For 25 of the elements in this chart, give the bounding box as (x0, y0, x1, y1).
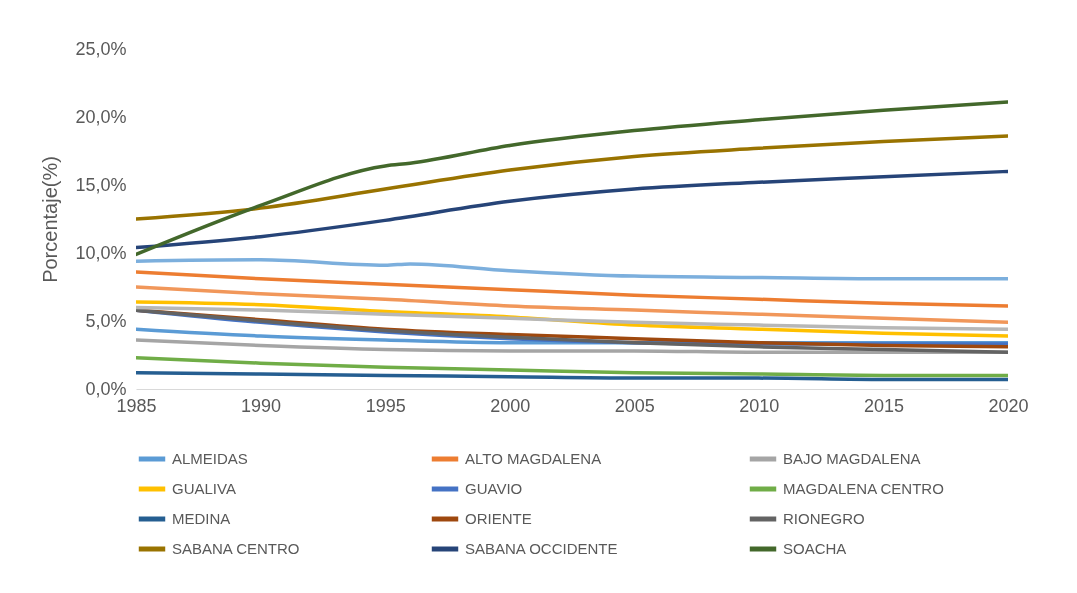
y-tick-label: 5,0% (85, 310, 127, 331)
x-tick-label: 2010 (739, 395, 780, 416)
legend-label: GUALIVA (172, 480, 236, 497)
y-tick-label: 25,0% (75, 38, 127, 59)
legend-label: MAGDALENA CENTRO (783, 480, 944, 497)
legend-label: BAJO MAGDALENA (783, 450, 921, 467)
legend-label: SABANA CENTRO (172, 540, 300, 557)
y-tick-label: 20,0% (75, 106, 127, 127)
legend-label: ALTO MAGDALENA (465, 450, 602, 467)
legend-label: SOACHA (783, 540, 847, 557)
x-tick-label: 2020 (988, 395, 1029, 416)
x-tick-label: 1990 (241, 395, 282, 416)
legend-label: ORIENTE (465, 510, 532, 527)
x-tick-label: 1995 (365, 395, 406, 416)
y-axis-title: Porcentaje(%) (39, 156, 62, 283)
legend-label: ALMEIDAS (172, 450, 248, 467)
y-tick-label: 10,0% (75, 242, 127, 263)
legend-label: GUAVIO (465, 480, 523, 497)
legend-label: MEDINA (172, 510, 231, 527)
y-tick-label: 15,0% (75, 174, 127, 195)
x-tick-label: 2015 (863, 395, 904, 416)
legend-label: RIONEGRO (783, 510, 865, 527)
x-tick-label: 2005 (614, 395, 655, 416)
x-tick-label: 2000 (490, 395, 531, 416)
legend-label: SABANA OCCIDENTE (465, 540, 618, 557)
